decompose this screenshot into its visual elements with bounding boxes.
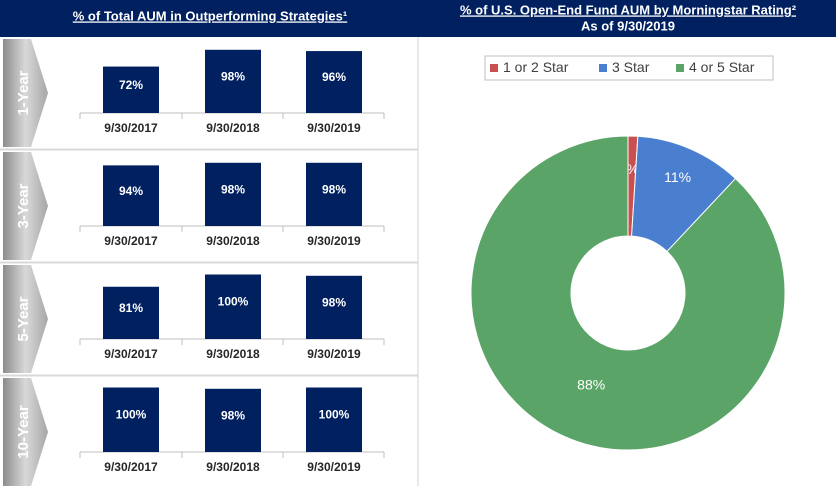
x-tick-label: 9/30/2019: [307, 234, 361, 248]
row-label: 1-Year: [15, 70, 32, 115]
row-arrow: [3, 378, 48, 486]
slice-label: 88%: [577, 377, 605, 393]
donut-subtitle: As of 9/30/2019: [581, 18, 675, 33]
x-tick-label: 9/30/2017: [104, 460, 158, 474]
x-tick-label: 9/30/2018: [206, 121, 260, 135]
value-label: 100%: [319, 408, 350, 422]
x-tick-label: 9/30/2017: [104, 347, 158, 361]
x-tick-label: 9/30/2017: [104, 234, 158, 248]
row-label: 10-Year: [15, 405, 32, 459]
legend-swatch: [490, 64, 498, 72]
bar: [205, 49, 261, 113]
legend-swatch: [676, 64, 684, 72]
bar: [103, 286, 159, 339]
x-tick-label: 9/30/2018: [206, 347, 260, 361]
value-label: 81%: [119, 301, 143, 315]
panel-title: % of Total AUM in Outperforming Strategi…: [73, 8, 347, 23]
legend-box: [484, 55, 774, 81]
value-label: 94%: [119, 184, 143, 198]
row-arrow: [3, 265, 48, 373]
bar: [306, 387, 362, 452]
legend-label: 1 or 2 Star: [503, 59, 569, 75]
row-arrow: [3, 39, 48, 147]
value-label: 100%: [218, 295, 249, 309]
value-label: 100%: [116, 408, 147, 422]
x-tick-label: 9/30/2017: [104, 121, 158, 135]
value-label: 98%: [221, 70, 245, 84]
bar: [306, 51, 362, 113]
bar: [306, 275, 362, 339]
legend-swatch: [599, 64, 607, 72]
header-bar: [0, 0, 836, 37]
legend-label: 4 or 5 Star: [689, 59, 755, 75]
value-label: 98%: [221, 409, 245, 423]
value-label: 98%: [322, 296, 346, 310]
bar: [205, 162, 261, 226]
slice-label: 11%: [664, 169, 691, 185]
donut-slice: [470, 135, 786, 451]
row-label: 3-Year: [15, 183, 32, 228]
row-arrow: [3, 152, 48, 260]
x-tick-label: 9/30/2018: [206, 460, 260, 474]
bar: [205, 274, 261, 339]
bar: [306, 162, 362, 226]
x-tick-label: 9/30/2019: [307, 347, 361, 361]
bar: [205, 388, 261, 452]
bar: [103, 387, 159, 452]
value-label: 96%: [322, 70, 346, 84]
x-tick-label: 9/30/2018: [206, 234, 260, 248]
legend-label: 3 Star: [612, 59, 650, 75]
value-label: 98%: [322, 183, 346, 197]
row-label: 5-Year: [15, 296, 32, 341]
x-tick-label: 9/30/2019: [307, 460, 361, 474]
bar: [103, 165, 159, 226]
donut-title: % of U.S. Open-End Fund AUM by Morningst…: [460, 2, 797, 17]
value-label: 98%: [221, 183, 245, 197]
x-tick-label: 9/30/2019: [307, 121, 361, 135]
bar: [103, 66, 159, 113]
value-label: 72%: [119, 78, 143, 92]
